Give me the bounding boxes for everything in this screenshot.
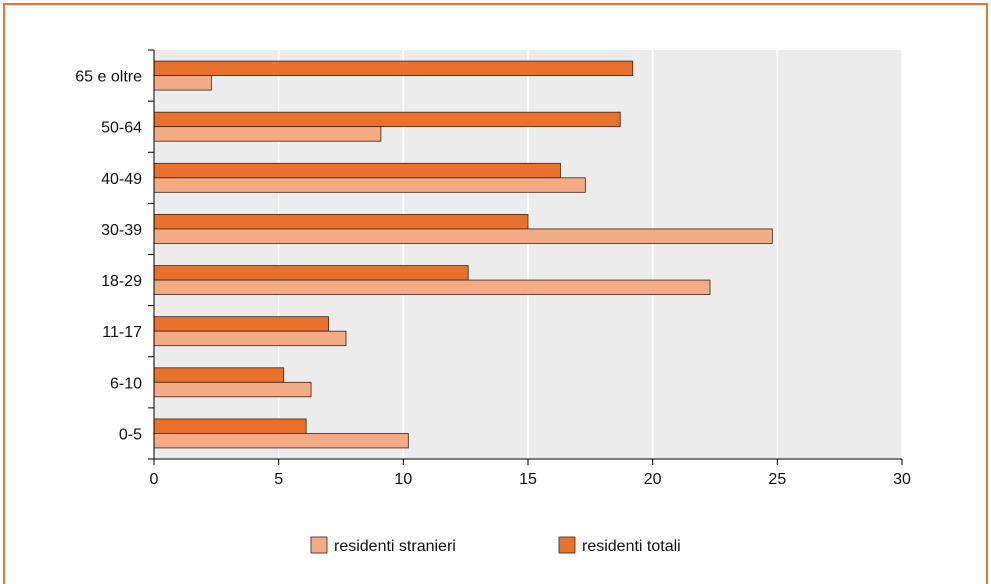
- x-tick-label: 20: [644, 471, 662, 488]
- bar-residenti-totali-11-17: [153, 316, 329, 332]
- bar-residenti-stranieri-40-49: [153, 177, 586, 193]
- x-tick-label: 30: [893, 471, 911, 488]
- bar-residenti-stranieri-30-39: [153, 228, 773, 244]
- bar-residenti-totali-65-e-oltre: [153, 60, 634, 76]
- x-axis-ticks: 0 5 10 15 20 25 30: [150, 459, 911, 488]
- y-tick-label: 65 e oltre: [75, 69, 142, 86]
- bars: [153, 60, 773, 449]
- bar-residenti-totali-50-64: [153, 111, 621, 128]
- bar-residenti-stranieri-6-10: [153, 381, 312, 398]
- y-tick-label: 50-64: [101, 120, 142, 137]
- bar-residenti-stranieri-50-64: [153, 126, 382, 142]
- bar-residenti-totali-18-29: [153, 265, 469, 281]
- y-axis-ticks: 0-5 6-10 11-17 18-29 30-39 40-49 50-64 65 e olt…: [75, 49, 154, 460]
- x-tick-label: 15: [519, 471, 537, 488]
- bar-residenti-totali-6-10: [153, 367, 285, 383]
- legend-label-residenti-totali: residenti totali: [582, 538, 681, 555]
- legend-swatch-residenti-totali: [558, 536, 576, 554]
- x-tick-label: 0: [150, 471, 159, 488]
- legend-label-residenti-stranieri: residenti stranieri: [334, 538, 456, 555]
- y-tick-label: 18-29: [101, 273, 142, 290]
- y-tick-label: 11-17: [102, 324, 142, 341]
- legend-swatch-residenti-stranieri: [310, 536, 328, 554]
- bar-residenti-stranieri-0-5: [153, 433, 409, 449]
- bar-residenti-stranieri-11-17: [153, 330, 347, 347]
- bar-residenti-totali-30-39: [153, 214, 529, 230]
- y-tick-label: 30-39: [101, 222, 142, 239]
- x-tick-label: 25: [768, 471, 786, 488]
- x-tick-label: 10: [394, 471, 412, 488]
- x-tick-label: 5: [274, 471, 283, 488]
- bar-residenti-stranieri-18-29: [153, 279, 711, 295]
- y-tick-label: 6-10: [110, 375, 142, 392]
- bar-residenti-totali-40-49: [153, 162, 561, 179]
- bar-residenti-totali-0-5: [153, 418, 307, 434]
- bar-residenti-stranieri-65-e-oltre: [153, 75, 212, 91]
- y-tick-label: 40-49: [101, 171, 142, 188]
- legend: residenti stranieri residenti totali: [310, 536, 681, 555]
- chart-frame: [3, 3, 988, 584]
- y-tick-label: 0-5: [119, 426, 142, 443]
